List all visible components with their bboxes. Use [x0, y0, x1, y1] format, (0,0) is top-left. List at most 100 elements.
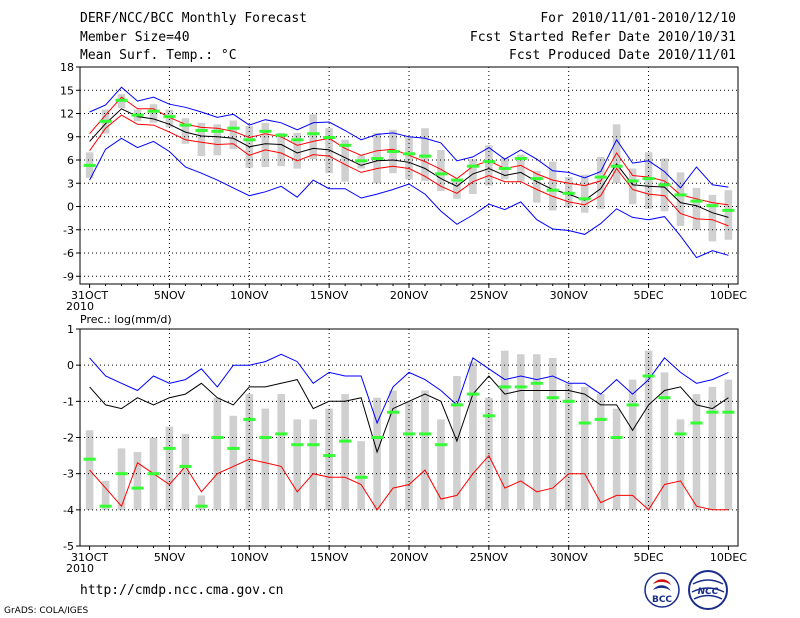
temp-ytick-label: 12 — [60, 108, 74, 121]
temp-range-bar — [213, 124, 222, 156]
prec-range-bar — [596, 394, 605, 510]
source-url[interactable]: http://cmdp.ncc.cma.gov.cn — [80, 583, 284, 598]
prec-xtick-label: 5DEC — [634, 551, 664, 564]
temp-range-bar — [309, 114, 317, 160]
prec-range-bar — [421, 390, 429, 510]
prec-observed-mark — [450, 403, 463, 407]
prec-xtick-label: 10DEC — [710, 551, 747, 564]
prec-range-bar — [580, 386, 589, 510]
temp-xtick-year: 2010 — [66, 300, 94, 313]
prec-range-bar — [277, 394, 285, 510]
prec-observed-mark — [498, 385, 511, 389]
prec-ytick-label: -2 — [63, 432, 74, 445]
prec-observed-mark — [99, 504, 112, 508]
temp-range-bar — [580, 174, 589, 213]
prec-xtick-label: 31OCT — [71, 551, 108, 564]
prec-range-bar — [229, 415, 238, 510]
prec-range-bar — [628, 379, 637, 510]
bcc-logo-text: BCC — [652, 595, 672, 605]
temp-series-max — [89, 86, 729, 189]
prec-range-bar — [692, 394, 701, 510]
ncc-logo-ring — [688, 570, 728, 610]
prec-range-bar — [261, 408, 270, 510]
temp-observed-mark — [482, 160, 495, 164]
prec-observed-mark — [434, 443, 447, 447]
temp-xtick-label: 10NOV — [230, 289, 269, 302]
prec-observed-mark — [594, 417, 607, 421]
prec-observed-mark — [227, 446, 240, 450]
prec-range-bar — [357, 441, 365, 510]
temp-range-bar — [676, 172, 685, 226]
prec-range-bar — [453, 376, 461, 510]
prec-range-bar — [101, 480, 110, 510]
temp-range-bar — [469, 159, 477, 195]
prec-series-mean — [89, 375, 729, 454]
temp-ytick-label: 9 — [67, 131, 74, 144]
temp-observed-mark — [147, 109, 160, 113]
prec-observed-mark — [339, 439, 352, 443]
prec-ytick-label: 0 — [67, 359, 74, 372]
temp-observed-mark — [706, 204, 719, 208]
prec-ytick-label: -1 — [63, 395, 74, 408]
temp-observed-mark — [403, 152, 415, 156]
temp-observed-mark — [355, 159, 368, 163]
prec-observed-mark — [466, 392, 479, 396]
prec-range-bar — [660, 372, 669, 510]
temp-range-bar — [517, 154, 525, 182]
prec-range-bar — [213, 397, 222, 510]
temp-range-bar — [692, 187, 701, 230]
temp-observed-mark — [594, 175, 607, 179]
prec-range-bar — [517, 354, 525, 510]
temp-observed-mark — [690, 199, 703, 203]
temp-observed-mark — [562, 191, 575, 195]
temp-range-bar — [708, 194, 717, 242]
prec-xtick-year: 2010 — [66, 562, 94, 575]
temp-ytick-label: -3 — [63, 224, 74, 237]
ncc-logo: NCC — [688, 570, 728, 610]
temp-observed-mark — [674, 193, 687, 197]
fcst-produced-date: Fcst Produced Date 2010/11/01 — [509, 48, 736, 63]
fcst-started-date: Fcst Started Refer Date 2010/10/31 — [469, 30, 736, 45]
prec-observed-mark — [307, 443, 320, 447]
temp-observed-mark — [371, 157, 384, 160]
temp-range-bar — [197, 122, 206, 157]
temp-observed-mark — [419, 154, 431, 158]
prec-observed-mark — [163, 446, 176, 450]
temp-observed-mark — [227, 126, 240, 130]
temp-observed-mark — [466, 164, 479, 168]
prec-xtick-label: 30NOV — [550, 551, 589, 564]
temp-observed-mark — [83, 163, 96, 167]
temp-range-bar — [485, 145, 493, 186]
prec-observed-mark — [323, 454, 336, 458]
temp-observed-mark — [259, 129, 272, 133]
temp-range-bar — [533, 170, 541, 203]
prec-observed-mark — [259, 436, 272, 439]
ncc-logo-text: NCC — [698, 587, 719, 597]
prec-observed-mark — [275, 432, 288, 436]
prec-range-bar — [245, 394, 254, 510]
prec-range-bar — [293, 419, 301, 510]
prec-observed-mark — [195, 504, 208, 508]
prec-range-bar — [341, 394, 349, 510]
prec-xtick-label: 20NOV — [390, 551, 429, 564]
temp-range-bar — [644, 152, 653, 209]
temp-xtick-label: 20NOV — [390, 289, 429, 302]
prec-range-bar — [533, 354, 541, 510]
temp-observed-mark — [179, 123, 192, 127]
prec-range-bar — [165, 426, 174, 510]
prec-observed-mark — [514, 385, 527, 389]
temp-observed-mark — [434, 172, 447, 176]
temp-xtick-label: 31OCT — [71, 289, 108, 302]
temp-range-bar — [181, 118, 190, 144]
temp-observed-mark — [211, 129, 224, 133]
temp-xtick-label: 10DEC — [710, 289, 747, 302]
temp-range-bar — [453, 179, 461, 199]
temp-observed-mark — [163, 115, 176, 119]
temp-observed-mark — [514, 157, 527, 160]
prec-observed-mark — [690, 421, 703, 425]
temp-xtick-label: 15NOV — [310, 289, 349, 302]
temp-ytick-label: 3 — [67, 177, 74, 190]
prec-observed-mark — [626, 403, 639, 407]
temp-ytick-label: 18 — [60, 61, 74, 74]
